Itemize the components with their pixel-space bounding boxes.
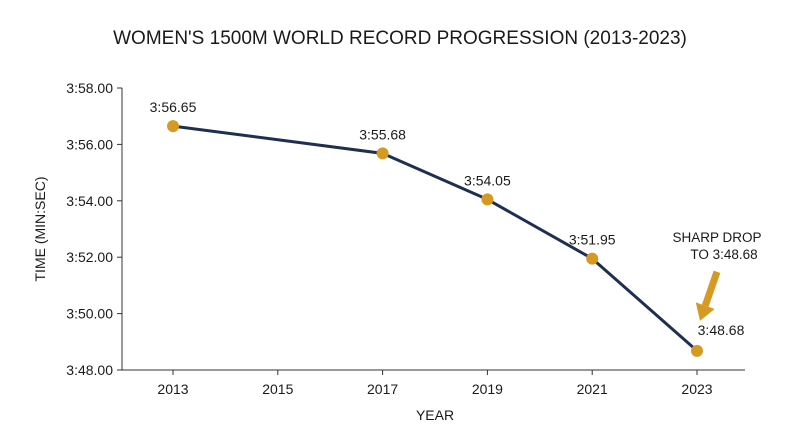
data-point	[376, 147, 389, 160]
x-tick-label: 2019	[472, 381, 503, 397]
y-axis: 3:48.00 3:50.00 3:52.00 3:54.00 3:56.00 3:58.…	[66, 80, 123, 378]
y-tick-label: 3:50.00	[66, 306, 113, 322]
x-axis-label: YEAR	[416, 407, 454, 423]
x-tick-label: 2013	[157, 381, 188, 397]
y-tick-label: 3:54.00	[66, 193, 113, 209]
chart-title: WOMEN'S 1500M WORLD RECORD PROGRESSION (…	[113, 28, 687, 49]
annotation-arrow-shaft	[701, 270, 721, 307]
x-tick-label: 2015	[262, 381, 293, 397]
data-label: 3:56.65	[150, 99, 197, 115]
y-tick-label: 3:58.00	[66, 80, 113, 96]
data-label: 3:51.95	[569, 232, 616, 248]
data-label: 3:54.05	[464, 172, 511, 188]
x-tick-label: 2023	[681, 381, 712, 397]
y-tick-label: 3:56.00	[66, 136, 113, 152]
annotation-text-line: TO 3:48.68	[690, 247, 757, 262]
annotation-arrow-head	[695, 302, 715, 321]
series-line	[172, 124, 698, 352]
data-label: 3:48.68	[698, 322, 745, 338]
data-point	[586, 252, 599, 265]
x-tick-label: 2017	[367, 381, 398, 397]
y-tick-label: 3:52.00	[66, 249, 113, 265]
x-tick-label: 2021	[577, 381, 608, 397]
plot-area: 3:56.65 3:55.68 3:54.05 3:51.95 3:48.68	[150, 99, 745, 357]
y-axis-label: TIME (MIN:SEC)	[32, 177, 48, 282]
annotation-text-line: SHARP DROP	[672, 230, 761, 245]
data-point	[691, 344, 703, 357]
data-label: 3:55.68	[359, 126, 406, 142]
data-point	[167, 120, 179, 133]
x-axis: 2013 2015 2017 2019 2021 2023	[122, 369, 745, 397]
data-point	[481, 193, 494, 206]
annotation-group: SHARP DROP TO 3:48.68	[672, 230, 762, 321]
y-tick-label: 3:48.00	[66, 362, 113, 378]
